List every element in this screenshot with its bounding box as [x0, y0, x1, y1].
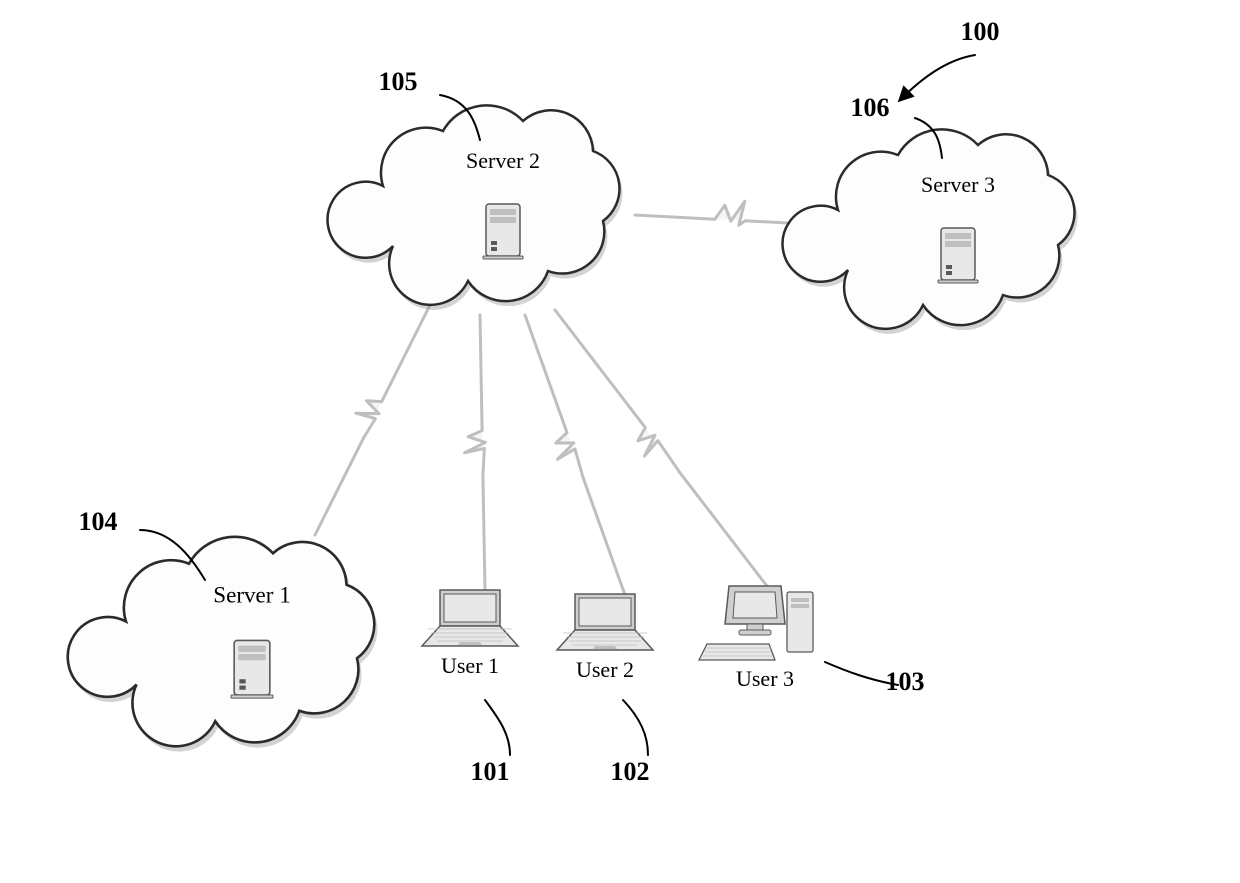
device-user3: User 3 [699, 586, 813, 691]
wireless-link [525, 315, 625, 595]
cloud-server1: Server 1 [68, 537, 378, 752]
laptop-icon [557, 594, 653, 650]
ref-104: 104 [79, 507, 118, 536]
wireless-link [465, 315, 486, 590]
server2-label: Server 2 [466, 148, 540, 173]
leader-102: 102 [611, 700, 650, 786]
leader-103: 103 [825, 662, 925, 696]
ref-100: 100 [961, 17, 1000, 46]
cloud-server2: Server 2 [328, 105, 623, 310]
device-user1: User 1 [422, 590, 518, 678]
server-icon [483, 204, 523, 259]
device-user2: User 2 [557, 594, 653, 682]
cloud-server3: Server 3 [783, 129, 1078, 334]
user3-label: User 3 [736, 666, 794, 691]
wireless-link [315, 305, 430, 535]
ref-102: 102 [611, 757, 650, 786]
server-icon [231, 640, 273, 698]
ref-105: 105 [379, 67, 418, 96]
server-icon [938, 228, 978, 283]
leader-101: 101 [471, 700, 511, 786]
leader-100: 100 [900, 17, 1000, 100]
user2-label: User 2 [576, 657, 634, 682]
ref-103: 103 [886, 667, 925, 696]
laptop-icon [422, 590, 518, 646]
server1-label: Server 1 [213, 582, 291, 608]
user1-label: User 1 [441, 653, 499, 678]
server3-label: Server 3 [921, 172, 995, 197]
wireless-link [555, 310, 770, 590]
desktop-icon [699, 586, 813, 660]
ref-106: 106 [851, 93, 890, 122]
ref-101: 101 [471, 757, 510, 786]
